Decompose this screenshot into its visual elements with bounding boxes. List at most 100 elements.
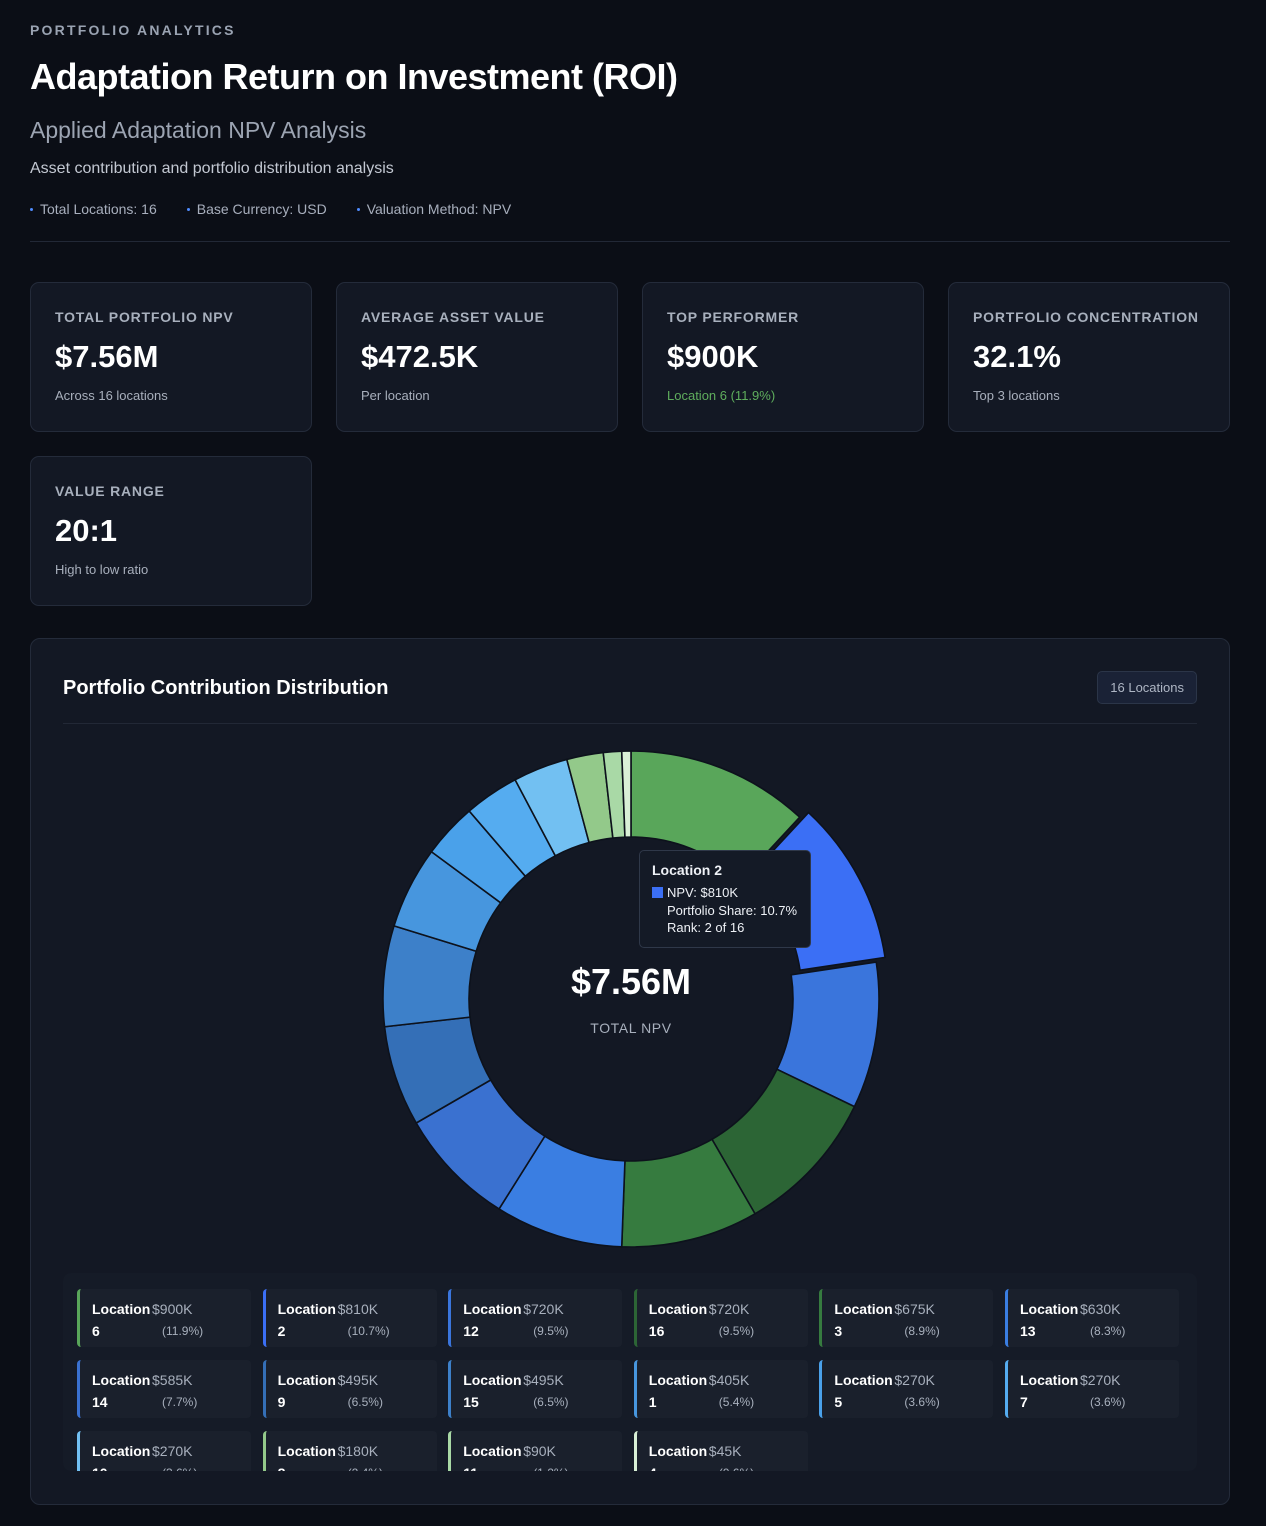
tooltip-title: Location 2: [652, 862, 723, 878]
donut-slice-location-6[interactable]: [630, 750, 801, 882]
tooltip-share: Portfolio Share: 10.7%: [667, 902, 798, 918]
kpi-subtext: Across 16 locations: [55, 388, 168, 403]
bullet-icon: [356, 207, 360, 211]
legend-percent: (8.3%): [1090, 1324, 1126, 1338]
legend-value: $405K: [708, 1372, 750, 1388]
tooltip-npv-row: NPV: $810K: [652, 884, 798, 902]
kpi-label: VALUE RANGE: [55, 483, 165, 499]
legend-value: $630K: [1080, 1301, 1121, 1317]
bullet-icon: [186, 207, 190, 211]
kpi-card-concentration: PORTFOLIO CONCENTRATION 32.1% Top 3 loca…: [948, 282, 1230, 432]
legend-item[interactable]: Location 14 $585K (7.7%): [77, 1360, 251, 1418]
legend-value: $270K: [894, 1372, 935, 1388]
panel-divider: [63, 723, 1197, 724]
legend-location-name: Location 8: [277, 1443, 336, 1471]
legend-item[interactable]: Location 10$270K (3.6%): [77, 1431, 251, 1471]
legend-percent: (3.6%): [904, 1395, 940, 1409]
donut-chart: [382, 750, 886, 1248]
legend-percent: (8.9%): [904, 1324, 940, 1338]
legend-value: $495K: [337, 1372, 379, 1388]
legend-percent: (9.5%): [533, 1324, 569, 1338]
legend-location-name: Location 5: [834, 1372, 893, 1410]
page-description: Asset contribution and portfolio distrib…: [30, 160, 394, 177]
legend-percent: (3.6%): [1090, 1395, 1126, 1409]
meta-total-locations: Total Locations: 16: [40, 201, 157, 217]
legend-location-name: Location 11: [463, 1443, 522, 1471]
legend-item[interactable]: Location 16 $720K (9.5%): [633, 1289, 808, 1347]
meta-row: Total Locations: 16 Base Currency: USD V…: [30, 201, 541, 217]
legend-item[interactable]: Location 3 $675K (8.9%): [819, 1289, 994, 1347]
legend-percent: (6.5%): [533, 1395, 569, 1409]
page-eyebrow: PORTFOLIO ANALYTICS: [30, 22, 236, 38]
donut-slice-location-4[interactable]: [620, 750, 632, 838]
legend-item[interactable]: Location 1 $405K (5.4%): [633, 1360, 808, 1418]
legend-location-name: Location 13: [1020, 1301, 1079, 1339]
kpi-value: $7.56M: [55, 339, 159, 374]
kpi-label: AVERAGE ASSET VALUE: [361, 309, 545, 325]
legend-item[interactable]: Location 11$90K (1.2%): [448, 1431, 623, 1471]
legend-item[interactable]: Location 9 $495K (6.5%): [262, 1360, 437, 1418]
legend-item[interactable]: Location 15 $495K (6.5%): [448, 1360, 623, 1418]
legend-value: $720K: [708, 1301, 750, 1317]
tooltip-npv: NPV: $810K: [667, 885, 739, 900]
kpi-card-average-value: AVERAGE ASSET VALUE $472.5K Per location: [336, 282, 618, 432]
legend-location-name: Location 14: [92, 1372, 151, 1410]
legend-percent: (10.7%): [347, 1324, 390, 1338]
legend-value: $720K: [523, 1301, 564, 1317]
legend-item[interactable]: Location 13 $630K (8.3%): [1005, 1289, 1179, 1347]
legend-value: $585K: [152, 1372, 193, 1388]
kpi-subtext: Top 3 locations: [973, 388, 1060, 403]
kpi-card-value-range: VALUE RANGE 20:1 High to low ratio: [30, 456, 312, 606]
legend-location-name: Location 15: [463, 1372, 522, 1410]
meta-item: Valuation Method: NPV: [356, 201, 512, 217]
kpi-label: TOP PERFORMER: [667, 309, 800, 325]
kpi-value: 32.1%: [973, 339, 1061, 374]
meta-item: Total Locations: 16: [30, 201, 157, 217]
legend-item[interactable]: Location 4$45K (0.6%): [633, 1431, 808, 1471]
legend-value: $180K: [337, 1443, 379, 1459]
kpi-value: 20:1: [55, 513, 118, 548]
legend-location-name: Location 3: [834, 1301, 893, 1339]
legend-value: $495K: [523, 1372, 564, 1388]
header-divider: [30, 241, 1230, 242]
legend-location-name: Location 4: [648, 1443, 708, 1471]
legend-item[interactable]: Location 6 $900K (11.9%): [77, 1289, 251, 1347]
legend-value: $810K: [337, 1301, 379, 1317]
legend-value: $270K: [152, 1443, 193, 1459]
legend-percent: (9.5%): [718, 1324, 755, 1338]
legend-percent: (7.7%): [162, 1395, 198, 1409]
legend-percent: (2.4%): [348, 1462, 383, 1471]
legend-location-name: Location 16: [648, 1301, 708, 1339]
kpi-subtext: High to low ratio: [55, 562, 149, 577]
panel-title: Portfolio Contribution Distribution: [63, 677, 389, 699]
legend-percent: (0.6%): [719, 1462, 754, 1471]
legend-location-name: Location 6: [92, 1301, 151, 1339]
kpi-card-total-npv: TOTAL PORTFOLIO NPV $7.56M Across 16 loc…: [30, 282, 312, 432]
distribution-panel: Portfolio Contribution Distribution 16 L…: [30, 638, 1230, 1505]
legend-location-name: Location 7: [1020, 1372, 1079, 1410]
locations-badge: 16 Locations: [1097, 671, 1197, 704]
legend-percent: (1.2%): [533, 1462, 568, 1471]
legend-location-name: Location 2: [277, 1301, 336, 1339]
legend-percent: (11.9%): [162, 1324, 204, 1338]
legend-value: $45K: [708, 1443, 742, 1459]
kpi-label: PORTFOLIO CONCENTRATION: [973, 309, 1199, 325]
legend-item[interactable]: Location 5 $270K (3.6%): [819, 1360, 994, 1418]
legend-item[interactable]: Location 12 $720K (9.5%): [448, 1289, 623, 1347]
tooltip-swatch: [652, 887, 663, 899]
meta-valuation-method: Valuation Method: NPV: [366, 201, 512, 217]
legend-percent: (3.6%): [162, 1462, 197, 1471]
legend-item[interactable]: Location 2 $810K (10.7%): [262, 1289, 437, 1347]
tooltip-rank: Rank: 2 of 16: [667, 920, 745, 935]
kpi-value: $472.5K: [361, 339, 479, 374]
legend-value: $270K: [1080, 1372, 1121, 1388]
bullet-icon: [30, 207, 33, 211]
meta-item: Base Currency: USD: [186, 201, 327, 217]
page-subtitle: Applied Adaptation NPV Analysis: [30, 117, 367, 143]
legend-value: $675K: [894, 1301, 935, 1317]
kpi-subtext: Per location: [361, 388, 430, 403]
kpi-subtext: Location 6 (11.9%): [667, 388, 776, 403]
donut-center-value: $7.56M: [570, 961, 692, 1002]
legend-item[interactable]: Location 8$180K (2.4%): [262, 1431, 437, 1471]
legend-item[interactable]: Location 7 $270K (3.6%): [1005, 1360, 1179, 1418]
